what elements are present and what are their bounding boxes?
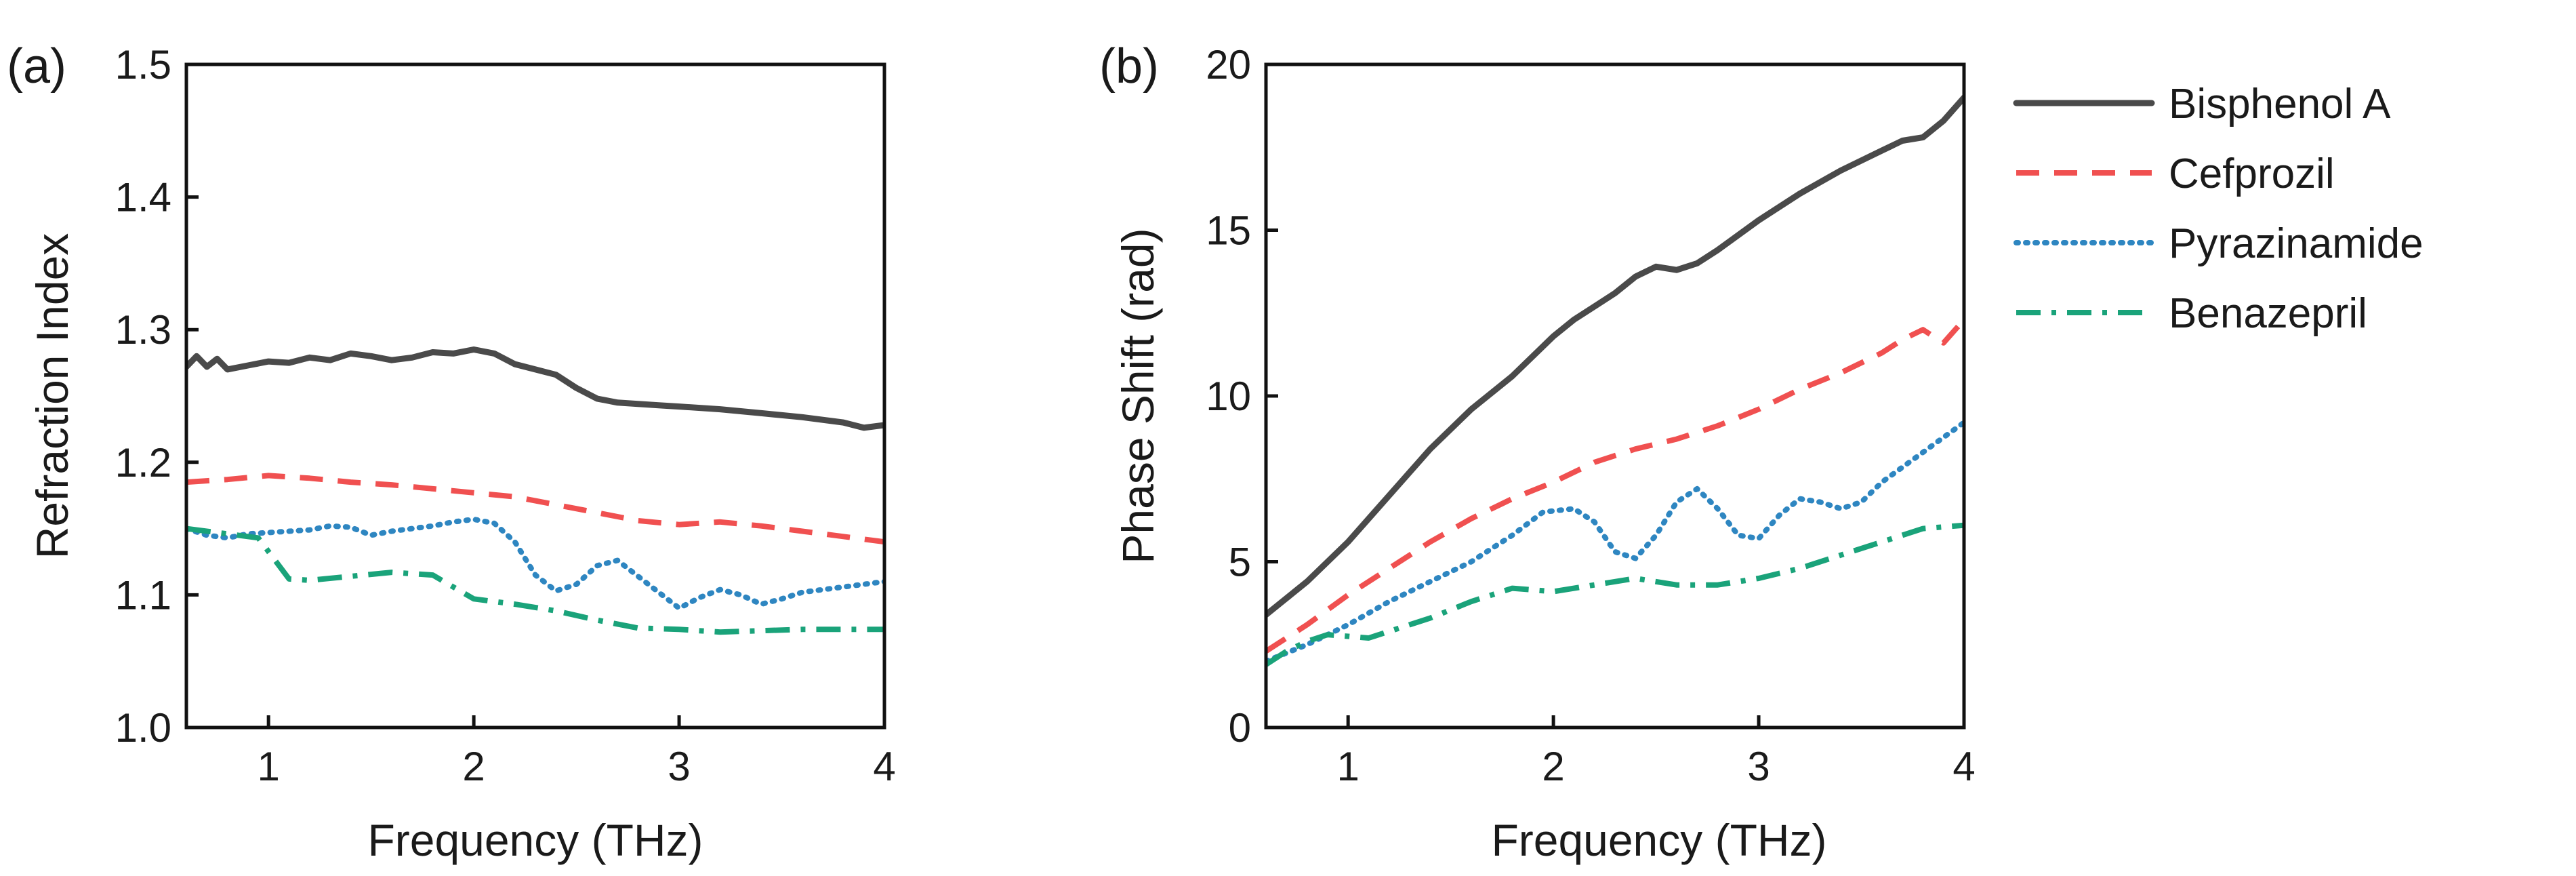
panel-b-x-ticks: 1 2 3 4 (1336, 715, 1976, 789)
panel-b-y-tick-label: 0 (1229, 705, 1251, 751)
panel-b-series-benazepril (1266, 522, 1964, 667)
panel-b-y-tick-label: 20 (1206, 42, 1251, 87)
panel-a-x-tick-label: 1 (257, 744, 279, 789)
panel-a-y-tick-label: 1.3 (115, 307, 171, 353)
panel-a-series-pyrazinamide (186, 516, 884, 611)
panel-b-plot-area (1264, 62, 1966, 730)
panel-a-y-tick-label: 1.4 (115, 175, 171, 220)
panel-b-y-tick-label: 5 (1229, 540, 1251, 585)
legend: Bisphenol A Cefprozil Pyrazinamide Benaz… (2013, 81, 2424, 337)
panel-b-chart: (b) 0 5 10 15 20 1 2 3 4 Frequency (THz) Phase … (1099, 39, 1976, 865)
panel-b-label: (b) (1099, 39, 1159, 94)
panel-a-y-tick-label: 1.1 (115, 572, 171, 618)
legend-label-bisphenol-a: Bisphenol A (2169, 81, 2391, 127)
panel-b-x-tick-label: 2 (1542, 744, 1564, 789)
panel-a-series-bisphenol-a (186, 346, 884, 431)
panel-a-x-tick-label: 2 (462, 744, 485, 789)
panel-b-y-tick-label: 10 (1206, 374, 1251, 419)
panel-a-y-tick-label: 1.5 (115, 42, 171, 87)
panel-b-x-tick-label: 4 (1953, 744, 1975, 789)
panel-a-x-axis-title: Frequency (THz) (367, 815, 703, 865)
legend-label-benazepril: Benazepril (2169, 290, 2367, 337)
panel-b-x-tick-label: 3 (1747, 744, 1770, 789)
panel-a-series-cefprozil (186, 473, 884, 545)
panel-a-y-ticks: 1.0 1.1 1.2 1.3 1.4 1.5 (115, 42, 199, 751)
panel-b-x-tick-label: 1 (1336, 744, 1359, 789)
panel-a-x-tick-label: 3 (668, 744, 690, 789)
panel-a-plot-area (184, 62, 886, 730)
panel-a-x-ticks: 1 2 3 4 (257, 715, 896, 789)
legend-label-cefprozil: Cefprozil (2169, 151, 2335, 197)
panel-a-label: (a) (7, 39, 66, 94)
panel-b-series-pyrazinamide (1266, 420, 1964, 664)
panel-a-chart: (a) 1.0 1.1 1.2 1.3 1.4 1.5 1 2 3 4 Frequency (T… (7, 39, 896, 865)
panel-b-y-tick-label: 15 (1206, 208, 1251, 254)
panel-b-series-cefprozil (1266, 317, 1964, 654)
panel-a-y-tick-label: 1.0 (115, 705, 171, 751)
panel-a-y-axis-title: Refraction Index (27, 233, 77, 559)
panel-b-x-axis-title: Frequency (THz) (1491, 815, 1826, 865)
panel-b-series-bisphenol-a (1266, 94, 1964, 618)
panel-a-axes-frame (184, 62, 886, 730)
panel-b-y-ticks: 0 5 10 15 20 (1206, 42, 1278, 751)
panel-b-y-axis-title: Phase Shift (rad) (1113, 228, 1163, 563)
panel-a-x-tick-label: 4 (873, 744, 895, 789)
panel-a-y-tick-label: 1.2 (115, 440, 171, 485)
panel-a-series-benazepril (186, 525, 884, 635)
legend-label-pyrazinamide: Pyrazinamide (2169, 220, 2424, 267)
